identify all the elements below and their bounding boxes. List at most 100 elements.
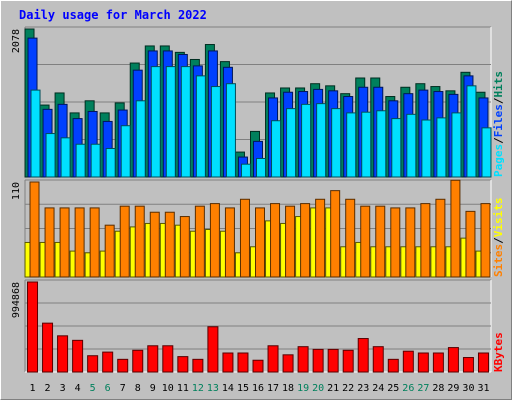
x-tick-label-day-22: 22 (342, 383, 354, 394)
bar-pages-day-30 (466, 85, 477, 178)
bar-pages-day-29 (451, 112, 462, 178)
bar-pages-day-22 (346, 112, 357, 178)
bar-kbytes-day-6 (102, 351, 114, 373)
x-tick-label-day-15: 15 (237, 383, 249, 394)
bar-sites-day-24 (375, 205, 386, 278)
bar-sites-day-13 (209, 203, 220, 278)
bar-pages-day-15 (240, 163, 251, 178)
bar-pages-day-9 (150, 66, 161, 178)
x-tick-label-day-30: 30 (462, 383, 474, 394)
x-tick-label-day-9: 9 (150, 383, 156, 394)
legend-files: Files (492, 104, 505, 137)
bar-sites-day-25 (390, 207, 401, 278)
bar-pages-day-21 (331, 108, 342, 178)
x-tick-label-day-10: 10 (162, 383, 174, 394)
bar-kbytes-day-8 (132, 349, 144, 373)
x-tick-label-day-26: 26 (402, 383, 414, 394)
bar-kbytes-day-14 (222, 352, 234, 373)
bar-sites-day-4 (74, 207, 85, 278)
bar-sites-day-15 (239, 198, 250, 278)
bar-kbytes-day-26 (402, 350, 414, 373)
bar-pages-day-6 (105, 148, 116, 178)
x-tick-label-day-27: 27 (417, 383, 429, 394)
bar-pages-day-10 (165, 66, 176, 178)
bar-kbytes-day-18 (282, 354, 294, 373)
bar-kbytes-day-25 (387, 358, 399, 373)
bar-kbytes-day-12 (192, 358, 204, 373)
x-tick-label-day-7: 7 (120, 383, 126, 394)
bar-pages-day-13 (210, 86, 221, 178)
x-tick-label-day-8: 8 (135, 383, 141, 394)
bar-sites-day-12 (194, 205, 205, 278)
bar-sites-day-18 (285, 205, 296, 278)
x-tick-label-day-13: 13 (207, 383, 219, 394)
legend-visits: Visits (492, 198, 505, 238)
bar-kbytes-day-16 (252, 359, 264, 373)
bar-sites-day-17 (270, 203, 281, 278)
bar-pages-day-14 (225, 83, 236, 178)
bar-sites-day-9 (149, 211, 160, 278)
legend-sites: Sites (492, 244, 505, 277)
bar-kbytes-day-19 (297, 346, 309, 373)
legend-kbytes: KBytes (492, 332, 505, 372)
bar-kbytes-day-17 (267, 345, 279, 373)
bar-kbytes-day-10 (162, 345, 174, 373)
bar-sites-day-11 (179, 216, 190, 278)
bar-sites-day-5 (89, 207, 100, 278)
panel-hits-files-pages-ymax-label: 2078 (11, 29, 22, 53)
legend-pages: Pages (492, 144, 505, 177)
bar-sites-day-27 (420, 203, 431, 278)
bar-sites-day-14 (224, 207, 235, 278)
bar-kbytes-day-9 (147, 345, 159, 373)
bar-kbytes-day-20 (312, 348, 324, 373)
x-tick-label-day-24: 24 (372, 383, 384, 394)
x-tick-label-day-25: 25 (387, 383, 399, 394)
x-tick-label-day-12: 12 (192, 383, 204, 394)
x-tick-label-day-20: 20 (312, 383, 324, 394)
panel-kbytes-ymax-label: 994868 (11, 282, 22, 318)
bar-pages-day-2 (45, 133, 56, 178)
bar-pages-day-27 (421, 119, 432, 178)
x-tick-label-day-4: 4 (75, 383, 81, 394)
bar-sites-day-31 (480, 203, 491, 278)
bar-sites-day-22 (345, 198, 356, 278)
bar-sites-day-3 (59, 207, 70, 278)
bar-pages-day-16 (256, 157, 266, 178)
bar-pages-day-7 (120, 125, 131, 178)
x-tick-label-day-19: 19 (297, 383, 309, 394)
x-tick-label-day-31: 31 (477, 383, 489, 394)
bar-sites-day-7 (119, 205, 130, 278)
x-tick-label-day-2: 2 (45, 383, 51, 394)
bar-pages-day-23 (361, 111, 372, 178)
bar-kbytes-day-11 (177, 356, 189, 373)
bar-sites-day-8 (134, 205, 145, 278)
bar-sites-day-6 (104, 224, 115, 278)
bar-sites-day-20 (315, 198, 326, 278)
bar-sites-day-2 (44, 207, 55, 278)
bar-sites-day-28 (435, 198, 446, 278)
x-tick-label-day-23: 23 (357, 383, 369, 394)
legend-hits: Hits (492, 71, 505, 98)
panel-kbytes-legend: KBytes (492, 332, 505, 372)
bar-kbytes-day-31 (477, 352, 489, 373)
bar-pages-day-24 (376, 110, 387, 178)
bar-kbytes-day-24 (372, 346, 384, 373)
bar-sites-day-10 (164, 211, 175, 278)
bar-sites-day-16 (255, 207, 265, 278)
bar-kbytes-day-30 (462, 357, 474, 373)
bar-kbytes-day-4 (72, 339, 84, 373)
x-tick-label-day-28: 28 (432, 383, 444, 394)
legend-separator: / (492, 137, 505, 144)
x-tick-label-day-11: 11 (177, 383, 189, 394)
bar-pages-day-26 (406, 113, 417, 178)
bar-pages-day-20 (316, 103, 327, 178)
bar-kbytes-day-29 (447, 347, 459, 373)
bar-kbytes-day-5 (87, 355, 99, 373)
bar-sites-day-19 (300, 203, 311, 278)
bar-pages-day-1 (30, 89, 41, 178)
bar-kbytes-day-23 (357, 338, 369, 373)
x-tick-label-day-3: 3 (60, 383, 66, 394)
bar-sites-day-1 (29, 181, 40, 278)
legend-separator: / (492, 237, 505, 244)
